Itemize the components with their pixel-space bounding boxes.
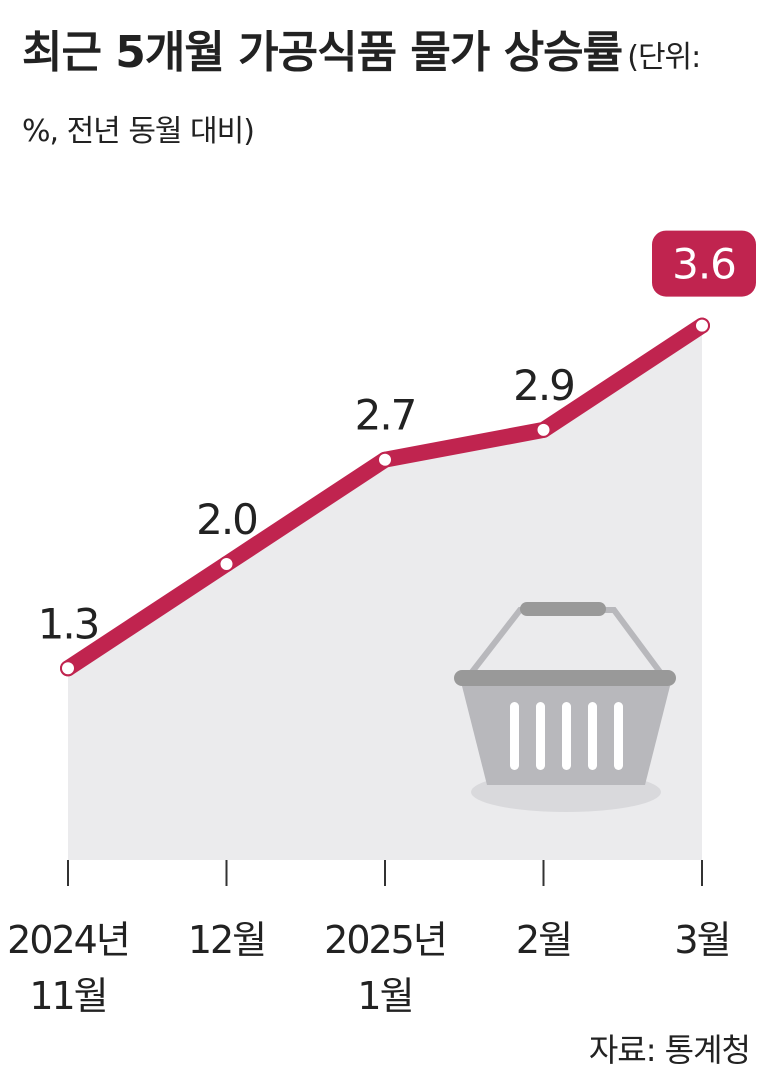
value-label: 2.9 <box>513 361 574 410</box>
x-tick-label: 12월 <box>187 918 267 962</box>
basket-icon <box>454 602 676 812</box>
value-label-box <box>652 230 756 297</box>
point <box>535 421 552 438</box>
chart-title: 최근 5개월 가공식품 물가 상승률 <box>22 27 623 78</box>
point <box>218 556 235 572</box>
value-label: 1.3 <box>38 599 99 648</box>
x-tick-label: 3월 <box>674 918 731 962</box>
source: 자료: 통계청 <box>588 1031 751 1069</box>
x-tick-label: 2025년 1월 <box>324 918 448 1018</box>
value-label: 3.6 <box>672 240 736 289</box>
value-label: 2.0 <box>196 495 257 544</box>
chart-subtitle: (단위: %, 전년 동월 대비) <box>22 40 701 149</box>
point <box>377 451 393 468</box>
x-tick-label: 2월 <box>515 918 573 962</box>
header: 최근 5개월 가공식품 물가 상승률 (단위: %, 전년 동월 대비) <box>22 18 722 171</box>
x-tick-label: 2024년 11월 <box>7 918 131 1018</box>
point <box>694 317 710 334</box>
value-label: 2.7 <box>355 391 416 440</box>
point <box>60 660 76 677</box>
line-layer: 1.3 2.0 2.7 2.9 3.6 <box>38 230 756 677</box>
